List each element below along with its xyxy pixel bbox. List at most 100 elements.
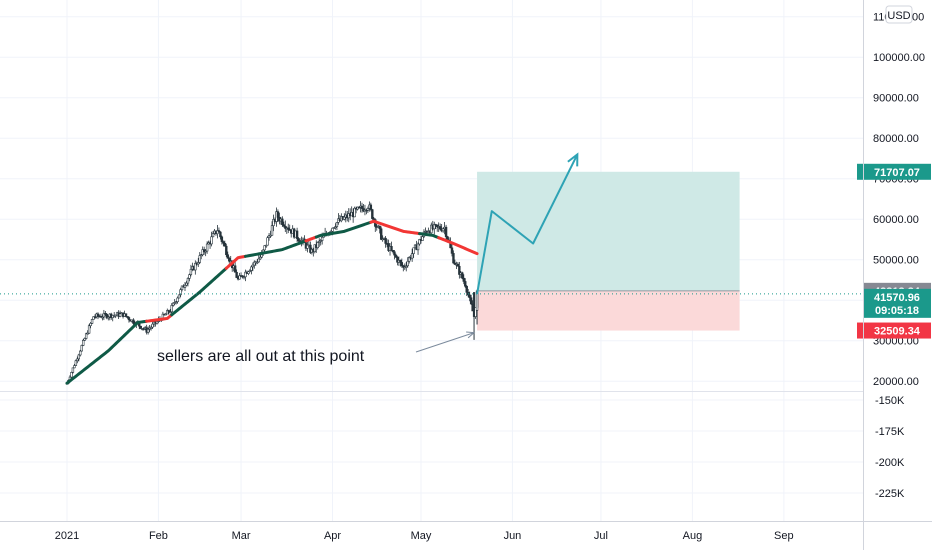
candle-body [436,224,439,228]
candle-body [90,319,94,324]
candle-body [267,235,271,238]
candle [282,221,286,228]
candle [335,221,339,231]
candle [371,208,374,220]
candle [406,257,409,268]
candle [233,261,237,273]
last-price-tag-bg [864,288,931,318]
candle-body [71,367,75,373]
candle-body [257,258,260,263]
candle [281,216,284,227]
candle-body [400,262,404,267]
candle-body [77,354,81,360]
candle-body [250,266,253,271]
candle [172,302,175,307]
candle [384,236,387,248]
candle [211,231,215,238]
candle-body [132,319,135,324]
candle [101,314,104,321]
candle [177,294,181,299]
moving-average-red-segment [437,236,479,256]
candle-body [222,241,225,244]
time-tick-label: Apr [324,530,341,542]
annotation-arrow [415,332,475,353]
candle [257,254,260,263]
candle-body [139,325,142,329]
candle [458,261,461,279]
candle-body [276,211,280,218]
candle [433,221,436,235]
candle [266,235,269,246]
currency-badge[interactable]: USD [885,5,913,24]
candle [264,244,268,249]
candle-body [173,302,176,304]
candle [244,269,247,282]
candle [105,313,109,320]
candle-body [295,230,299,239]
candle [332,227,336,230]
target-zone [477,171,740,291]
time-tick-label: Mar [232,530,251,542]
candle-body [102,312,106,318]
candle-body [309,244,312,253]
candle-body [332,227,336,230]
candle [334,223,337,230]
candle-body [407,257,411,262]
candle-body [421,236,424,241]
candle-body [266,237,269,246]
price-tick-label: 20000.00 [873,376,919,388]
candle-body [473,292,476,309]
time-tick-label: Feb [149,530,168,542]
candle-body [453,262,457,265]
candle [149,325,153,331]
moving-average-red-segment [304,235,318,243]
candle [468,291,471,302]
candle [400,258,404,268]
candle [90,318,94,325]
candle [202,246,206,255]
candle [126,316,129,319]
candle-body [433,224,436,230]
candle-body [244,271,247,278]
candle-body [210,236,213,245]
candle [360,202,364,213]
time-tick-label: Jul [594,530,608,542]
candle-body [418,239,421,245]
candle [148,325,151,333]
candle [170,303,173,314]
candle-body [70,372,73,378]
candle [111,315,114,322]
moving-average-green-segment [65,319,149,385]
candle-body [169,311,172,314]
candle [263,245,266,253]
candle-body [217,230,221,233]
candle-body [76,358,79,362]
candle-body [306,244,309,249]
candle-body [319,240,322,242]
candle [394,253,398,258]
candle [267,232,271,241]
candle [139,325,142,330]
candle [272,214,275,232]
candle [210,231,213,247]
candle-body [149,326,153,329]
candle-body [89,323,92,327]
candle-body [403,266,406,269]
candle-body [456,263,460,267]
indicator-tick-label: -225K [875,488,905,500]
candle-body [259,256,262,260]
candle [124,313,128,318]
candle [453,259,457,265]
candle [228,256,231,264]
candle [194,260,197,275]
candle-body [399,259,402,263]
candle [287,223,290,234]
candle-body [263,245,266,251]
projection-arrowhead [567,152,579,167]
candle [89,321,92,329]
candle-body [458,265,461,275]
moving-average [65,219,479,385]
grid-lines [0,0,863,521]
candle [86,330,89,335]
